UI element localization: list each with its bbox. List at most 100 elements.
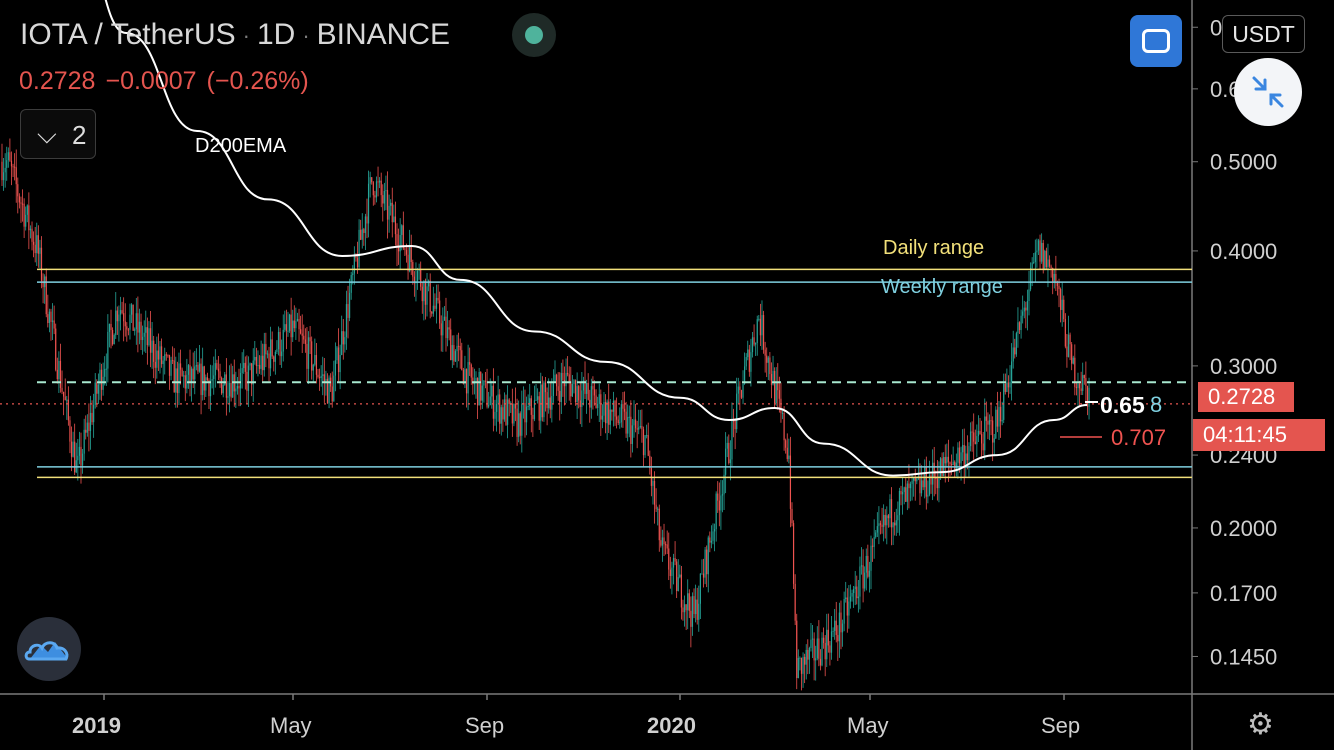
candle-body	[889, 499, 891, 519]
candle-body	[67, 399, 69, 421]
candle-body	[1012, 347, 1014, 362]
candle-body	[1053, 273, 1055, 283]
candle-body	[775, 381, 777, 404]
candle-body	[224, 374, 226, 385]
candle-body	[721, 494, 724, 496]
candle-body	[1072, 357, 1074, 364]
candle-body	[799, 657, 801, 659]
currency-button[interactable]: USDT	[1222, 15, 1305, 53]
candle-body	[562, 372, 564, 380]
candle-body	[221, 377, 223, 394]
last-price-tag: 0.2728	[1198, 382, 1294, 412]
ema-200-line	[104, 0, 1088, 477]
chart-settings-button[interactable]: ⚙	[1247, 707, 1274, 742]
candle-body	[538, 396, 540, 421]
candle-body	[486, 381, 488, 407]
candle-body	[2, 172, 5, 181]
exit-fullscreen-button[interactable]	[1234, 58, 1302, 126]
candle-body	[146, 327, 148, 346]
candle-body	[936, 478, 938, 489]
candle-body	[631, 425, 634, 444]
candle-body	[625, 411, 627, 434]
candle-body	[663, 537, 665, 545]
candle-body	[241, 368, 243, 374]
candle-body	[641, 425, 643, 430]
candle-body	[552, 382, 555, 397]
candle-body	[982, 443, 984, 451]
candle-body	[747, 349, 749, 358]
candle-body	[707, 537, 709, 575]
candle-body	[1033, 262, 1035, 264]
candle-body	[91, 412, 93, 423]
candle-body	[228, 382, 231, 397]
candle-body	[1026, 300, 1029, 311]
candle-body	[680, 574, 682, 608]
symbol-name[interactable]: IOTA / TetherUS	[20, 18, 236, 51]
candle-body	[502, 407, 504, 420]
candle-body	[597, 403, 599, 408]
candle-body	[130, 304, 133, 315]
candle-body	[800, 657, 803, 674]
candle-body	[750, 352, 752, 372]
candle-body	[160, 346, 163, 365]
candle-body	[788, 455, 790, 459]
candle-body	[658, 508, 660, 541]
candle-body	[222, 384, 224, 394]
candle-body	[51, 320, 54, 322]
candle-body	[282, 329, 284, 352]
candle-body	[805, 649, 807, 665]
candle-body	[1015, 333, 1017, 355]
candle-body	[47, 314, 49, 324]
candle-body	[492, 385, 494, 419]
candle-body	[698, 603, 700, 620]
candle-body	[458, 345, 460, 347]
candle-body	[80, 446, 82, 466]
candle-body	[780, 398, 782, 414]
candle-body	[1, 161, 3, 181]
candle-body	[628, 416, 630, 418]
candle-body	[437, 297, 439, 301]
candle-body	[712, 531, 714, 541]
candle-body	[371, 177, 373, 183]
candle-body	[9, 152, 11, 161]
candle-body	[265, 344, 267, 355]
candle-body	[1083, 375, 1085, 379]
candle-body	[965, 453, 967, 469]
candle-body	[691, 596, 694, 627]
candle-body	[423, 280, 425, 302]
candle-body	[45, 276, 47, 315]
candle-body	[537, 396, 539, 400]
indicator-legend-toggle[interactable]: ⌵ 2	[20, 109, 96, 159]
candle-body	[187, 365, 190, 375]
candle-body	[834, 620, 836, 631]
candle-body	[508, 399, 510, 404]
candle-body	[399, 234, 401, 252]
candle-body	[944, 457, 946, 464]
candle-body	[875, 532, 877, 538]
candle-body	[573, 380, 575, 385]
candle-body	[397, 247, 400, 252]
candle-body	[391, 202, 393, 223]
candle-body	[913, 477, 915, 481]
candle-body	[464, 369, 466, 384]
candle-body	[815, 658, 817, 661]
candle-body	[168, 355, 171, 376]
candle-body	[516, 408, 518, 437]
candle-body	[890, 499, 893, 528]
candle-body	[766, 355, 768, 363]
fullscreen-button[interactable]	[1130, 15, 1182, 67]
candle-body	[42, 281, 44, 288]
candle-body	[93, 404, 95, 423]
candle-body	[145, 327, 147, 333]
interval-label[interactable]: 1D	[256, 18, 296, 51]
candle-body	[639, 425, 641, 428]
candle-body	[774, 370, 776, 404]
tradingview-logo[interactable]	[17, 617, 81, 681]
candle-body	[396, 234, 398, 248]
candle-body	[649, 455, 651, 469]
candle-body	[1082, 375, 1084, 391]
candle-body	[260, 355, 262, 369]
candle-body	[992, 420, 994, 443]
candle-body	[18, 196, 20, 203]
